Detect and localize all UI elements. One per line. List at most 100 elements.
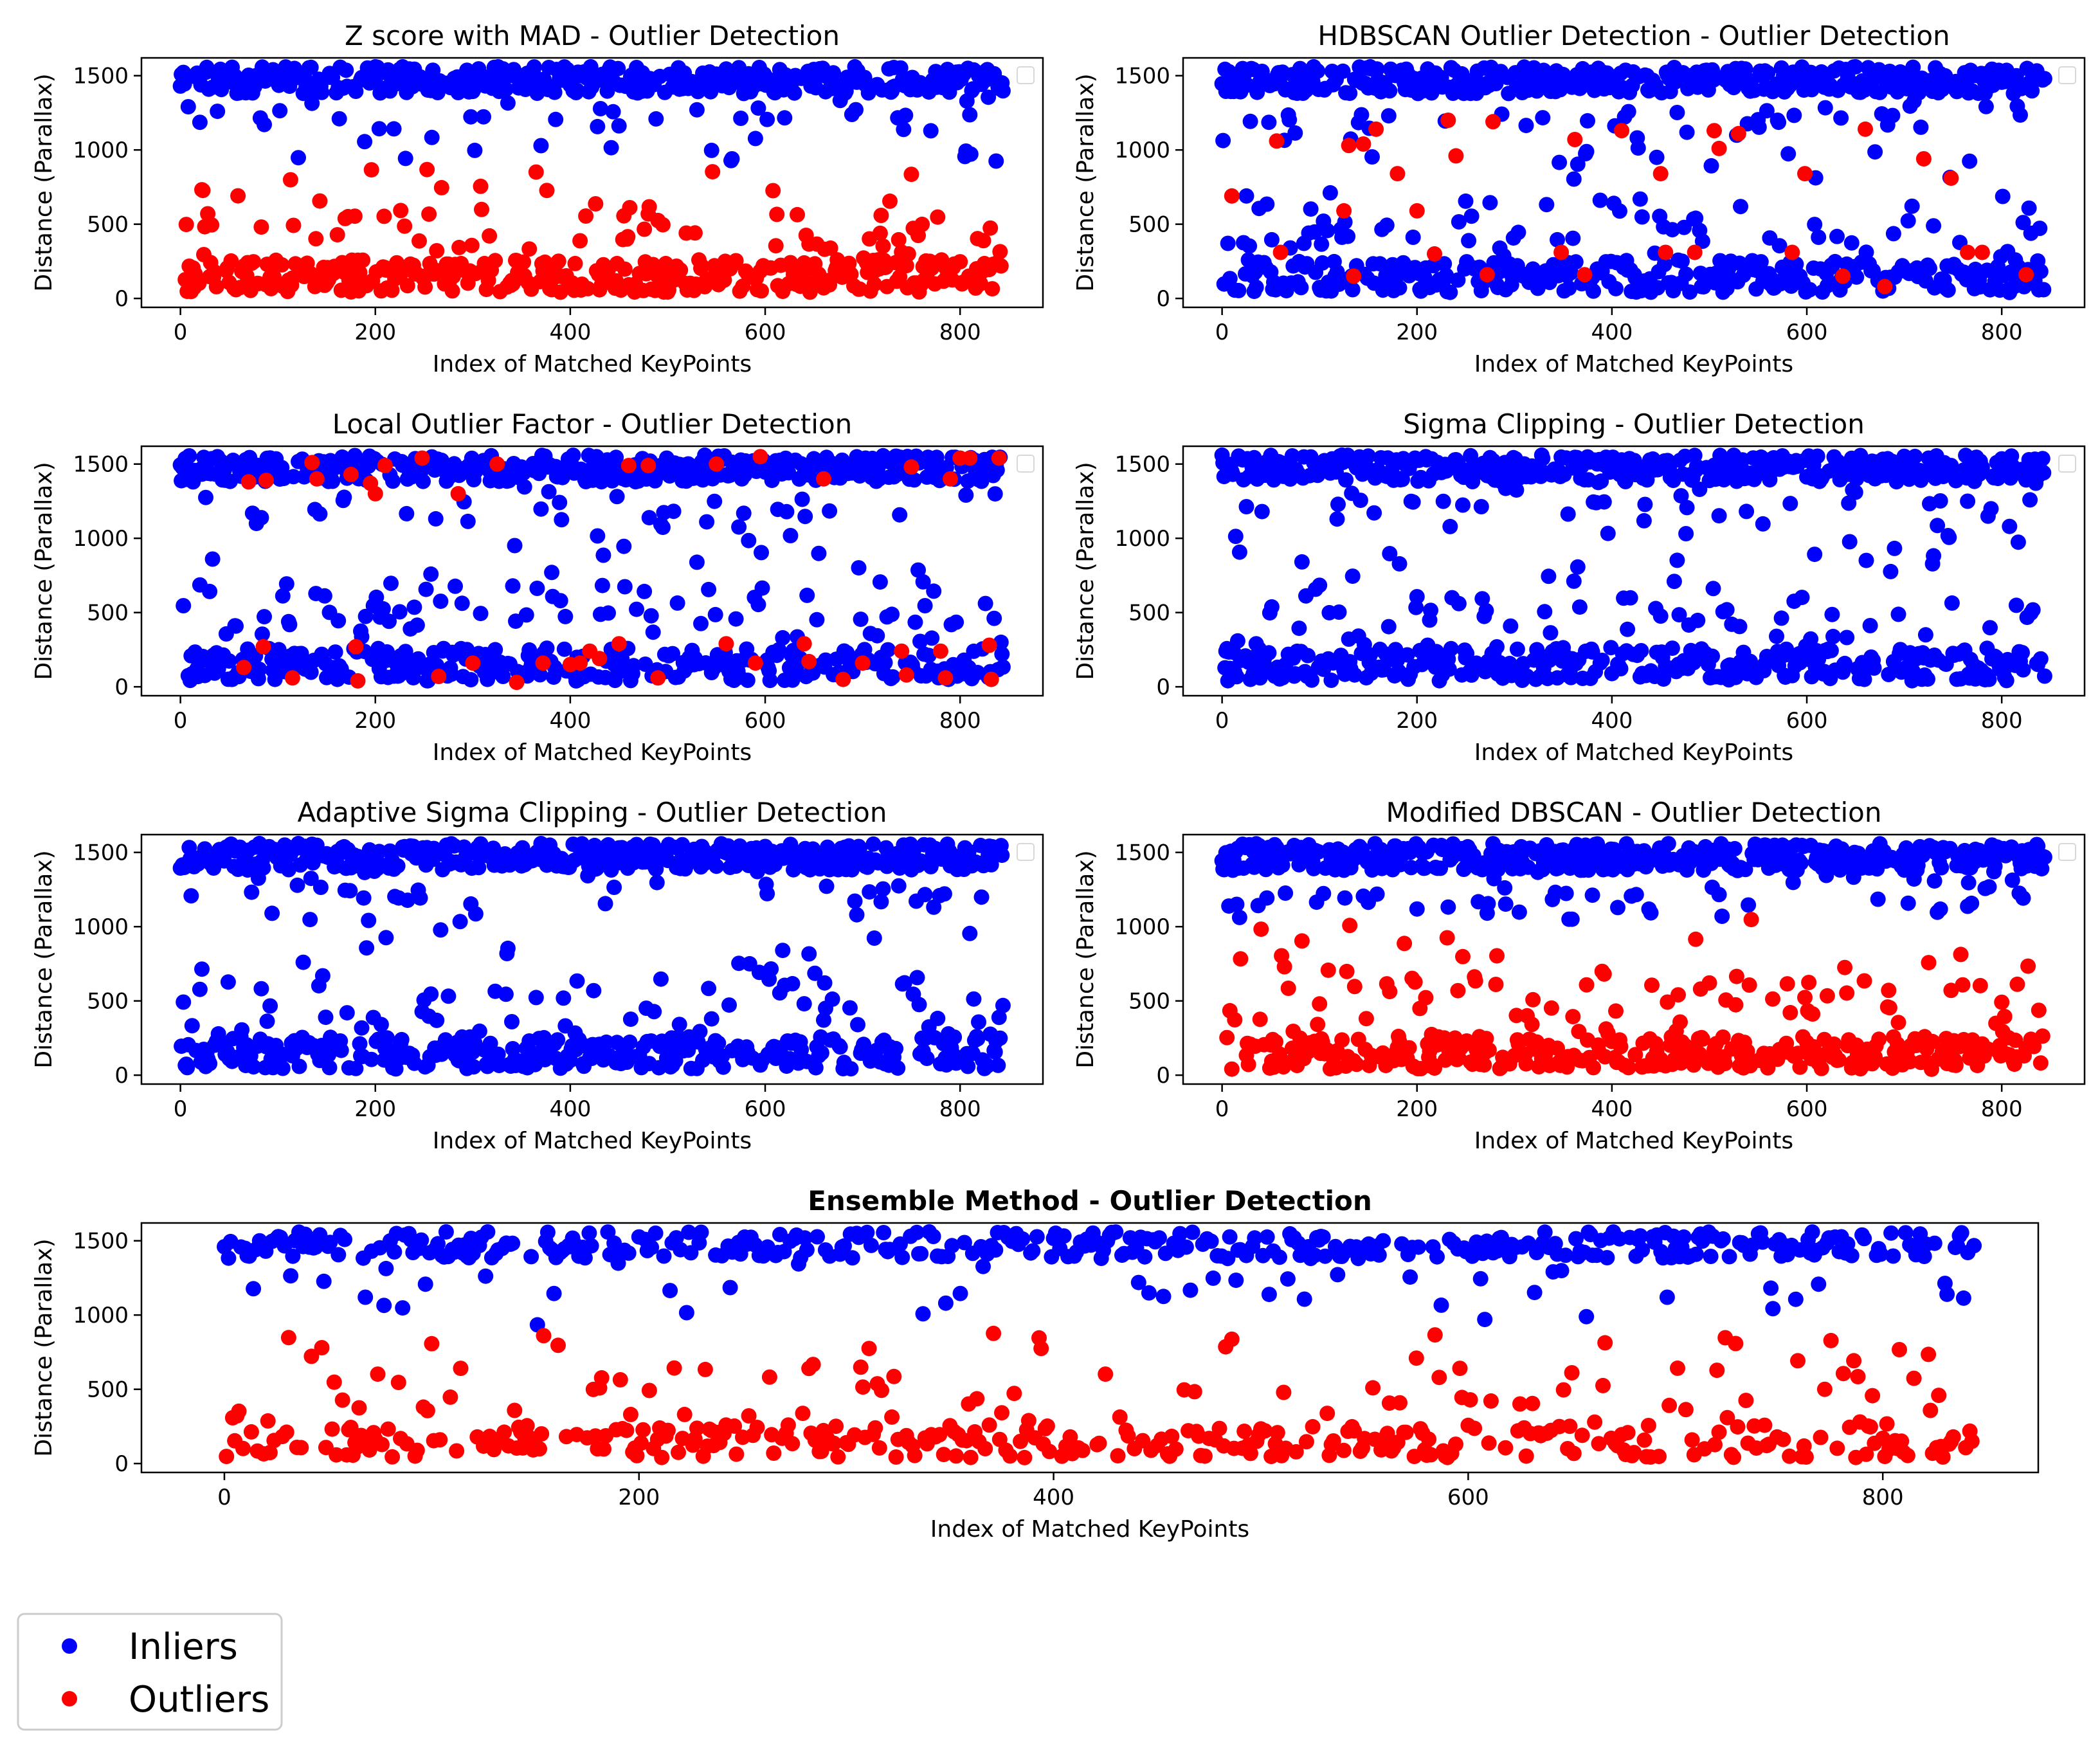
- inlier-point: [1870, 891, 1886, 907]
- outlier-point: [898, 667, 914, 683]
- inlier-point: [819, 878, 835, 894]
- inlier-point: [1482, 195, 1498, 211]
- outlier-point: [992, 244, 1008, 260]
- x-tick-label: 0: [1215, 320, 1229, 345]
- inlier-point: [1231, 544, 1247, 560]
- inlier-point: [1229, 896, 1245, 912]
- inlier-point: [832, 1039, 848, 1055]
- inlier-point: [869, 628, 885, 644]
- inlier-point: [1441, 661, 1457, 677]
- inlier-point: [526, 59, 542, 75]
- inlier-point: [1793, 855, 1809, 871]
- inlier-point: [1310, 63, 1326, 79]
- inlier-point: [234, 1022, 250, 1038]
- inlier-point: [754, 545, 769, 561]
- inlier-point: [1303, 201, 1319, 217]
- outlier-point: [1355, 136, 1371, 152]
- x-tick-label: 800: [1981, 320, 2023, 345]
- inlier-point: [518, 607, 534, 623]
- inlier-point: [1592, 192, 1608, 208]
- inlier-point: [1563, 669, 1579, 685]
- outlier-point: [882, 193, 898, 209]
- inlier-point: [2034, 451, 2050, 467]
- inlier-point: [293, 646, 309, 662]
- inlier-point: [303, 59, 319, 75]
- outlier-point: [801, 653, 817, 669]
- inlier-point: [946, 1029, 963, 1045]
- inlier-point: [415, 473, 431, 489]
- inlier-point: [926, 899, 942, 915]
- outlier-point: [1320, 962, 1336, 978]
- inlier-point: [1732, 255, 1748, 271]
- inlier-point: [797, 509, 813, 525]
- inlier-point: [1674, 253, 1690, 269]
- inlier-point: [1293, 280, 1309, 296]
- inlier-point: [289, 877, 305, 893]
- inlier-point: [1732, 619, 1748, 635]
- inlier-point: [1380, 108, 1397, 124]
- inlier-point: [339, 1005, 355, 1021]
- inlier-point: [198, 489, 213, 505]
- inlier-point: [1537, 604, 1553, 620]
- inlier-point: [873, 894, 889, 910]
- inlier-point: [352, 1036, 368, 1052]
- inlier-point: [2032, 264, 2049, 280]
- outlier-point: [285, 217, 302, 233]
- inlier-point: [590, 528, 606, 544]
- inlier-point: [892, 507, 908, 523]
- x-tick-label: 400: [549, 708, 591, 734]
- inlier-point: [1866, 660, 1882, 676]
- inlier-point: [880, 642, 896, 658]
- inlier-point: [423, 986, 439, 1002]
- inlier-point: [917, 887, 933, 903]
- inlier-point: [1669, 552, 1685, 568]
- outlier-point: [397, 218, 413, 234]
- inlier-point: [225, 452, 241, 468]
- inlier-point: [1769, 628, 1784, 644]
- outlier-point: [1586, 1060, 1602, 1076]
- inlier-point: [1862, 618, 1878, 633]
- inlier-point: [669, 595, 685, 611]
- outlier-point: [312, 193, 328, 209]
- outlier-point: [1409, 203, 1425, 219]
- x-tick-label: 600: [745, 1096, 786, 1122]
- inlier-point: [1503, 618, 1519, 634]
- inlier-point: [253, 981, 269, 997]
- outlier-point: [489, 456, 505, 472]
- outlier-point: [1418, 990, 1434, 1006]
- inlier-point: [257, 609, 272, 625]
- inlier-point: [318, 1009, 334, 1026]
- inlier-point: [282, 617, 298, 633]
- inlier-point: [1788, 256, 1804, 272]
- inlier-point: [359, 940, 375, 956]
- inlier-point: [709, 858, 725, 874]
- y-tick-label: 500: [1128, 212, 1170, 238]
- inlier-point: [565, 448, 581, 464]
- outlier-point: [1613, 1038, 1629, 1055]
- outlier-point: [1310, 1017, 1326, 1033]
- outlier-point: [1459, 1033, 1475, 1049]
- inlier-point: [884, 606, 900, 622]
- outlier-point: [474, 201, 489, 217]
- inlier-point: [1561, 280, 1577, 296]
- y-axis-label: Distance (Parallax): [1073, 462, 1099, 680]
- outlier-point: [1652, 166, 1669, 182]
- outlier-point: [898, 258, 914, 274]
- inlier-point: [1803, 631, 1819, 647]
- outlier-point: [433, 179, 449, 195]
- outlier-point: [592, 651, 608, 667]
- inlier-point: [622, 1011, 638, 1027]
- inlier-point: [1932, 901, 1948, 917]
- outlier-point: [930, 209, 946, 225]
- inlier-point: [547, 659, 563, 675]
- data-points: [172, 59, 1011, 300]
- inlier-point: [1920, 671, 1935, 687]
- outlier-point: [1401, 1040, 1417, 1056]
- inlier-point: [586, 982, 602, 999]
- inlier-point: [1907, 448, 1923, 464]
- inlier-point: [1630, 140, 1646, 156]
- inlier-point: [1518, 118, 1534, 134]
- inlier-point: [910, 562, 926, 578]
- outlier-point: [588, 196, 604, 212]
- outlier-point: [622, 200, 638, 215]
